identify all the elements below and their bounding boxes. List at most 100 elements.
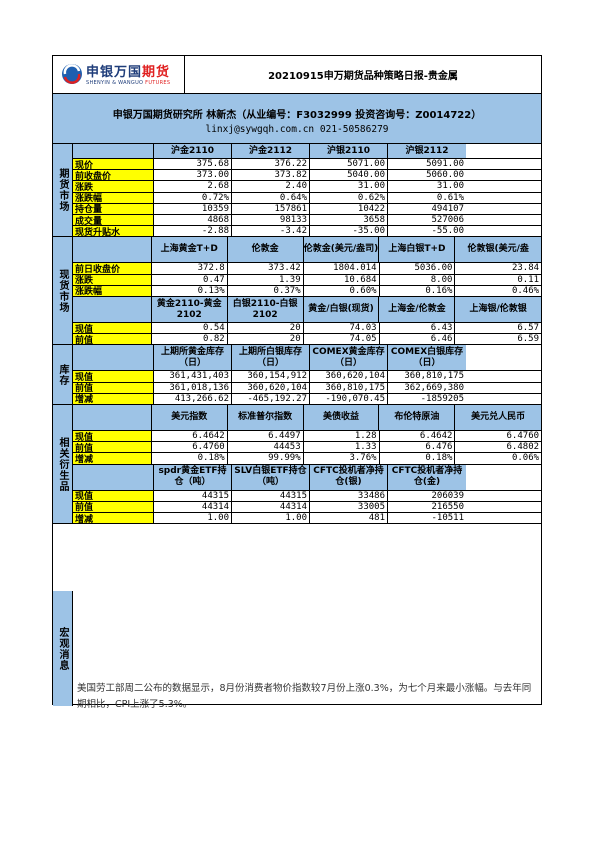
row-label: 现货升贴水 <box>73 226 154 237</box>
column-header: 沪金2110 <box>154 144 232 158</box>
row-label: 现值 <box>73 371 154 382</box>
column-header: 美元兑人民币 <box>455 405 541 430</box>
row-label: 持仓量 <box>73 203 154 214</box>
column-header: 伦敦金(美元/盎司) <box>303 237 380 263</box>
value-cell: 31.00 <box>436 181 464 192</box>
macro-news-text: 美国劳工部周二公布的数据显示，8月份消费者物价指数较7月份上涨0.3%，为七个月… <box>77 683 532 710</box>
column-header: 美债收益 <box>303 405 380 430</box>
row-label: 前值 <box>73 501 154 512</box>
value-cell: 33005 <box>310 501 388 512</box>
value-cell: 10422 <box>310 203 388 214</box>
value-cell: 44315 <box>232 490 310 501</box>
table-row: 现值 6.4642 6.4497 1.28 6.4642 6.4760 <box>73 431 541 443</box>
table-row: 前值 361,018,136 360,620,104 360,810,175 362,6… <box>73 382 541 394</box>
column-header: 美元指数 <box>151 405 228 430</box>
header-blank-cell <box>73 405 152 430</box>
value-cell: 5036.00 <box>380 263 456 274</box>
value-cell: 360,620,104 <box>232 382 310 393</box>
value-cell: 372.8 <box>152 263 228 274</box>
value-cell: -465,192.27 <box>232 393 310 404</box>
value-cell: 20 <box>228 323 304 334</box>
table-row: 前收盘价 373.00 373.82 5040.00 5060.00 <box>73 170 541 182</box>
value-cell: 6.476 <box>380 442 456 453</box>
section-label-futures: 期货市场 <box>53 144 73 238</box>
row-label: 现值 <box>73 431 152 442</box>
value-cell: 6.4802 <box>506 442 540 453</box>
row-label: 涨跌幅 <box>73 285 152 296</box>
value-cell: 360,620,104 <box>310 371 388 382</box>
table-row: 现货升贴水 -2.88 -3.42 -35.00 -55.00 <box>73 226 541 238</box>
column-header: 上海银/伦敦银 <box>455 297 541 322</box>
value-cell: 0.11 <box>517 274 540 285</box>
value-cell: 5071.00 <box>310 159 388 170</box>
logo-en-text: SHENYIN & WANGUO FUTURES <box>86 80 171 86</box>
value-cell: 373.42 <box>228 263 304 274</box>
value-cell: 6.4760 <box>152 442 228 453</box>
value-cell: -35.00 <box>310 226 388 237</box>
logo-mark-icon <box>62 64 82 84</box>
value-cell: 6.4642 <box>380 431 456 442</box>
value-cell: 10.684 <box>304 274 380 285</box>
table-row: 现值 0.54 20 74.03 6.43 6.57 <box>73 323 541 335</box>
value-cell: 376.22 <box>232 159 310 170</box>
row-label: 涨跌 <box>73 181 154 192</box>
value-cell: 481 <box>310 513 388 524</box>
value-cell: -3.42 <box>232 226 310 237</box>
column-header: 黄金2110-黄金2102 <box>151 297 228 322</box>
value-cell: 0.18% <box>152 453 228 464</box>
row-label: 前收盘价 <box>73 170 154 181</box>
value-cell: 74.03 <box>304 323 380 334</box>
row-label: 前日收盘价 <box>73 263 152 274</box>
value-cell: 360,810,175 <box>404 371 464 382</box>
value-cell: -55.00 <box>431 226 464 237</box>
value-cell: 2.40 <box>232 181 310 192</box>
value-cell: 44453 <box>228 442 304 453</box>
value-cell: 44314 <box>232 501 310 512</box>
value-cell: 1.39 <box>228 274 304 285</box>
value-cell: 0.62% <box>310 192 388 203</box>
value-cell: 373.82 <box>232 170 310 181</box>
value-cell: 0.46% <box>511 285 540 296</box>
value-cell: 3658 <box>310 215 388 226</box>
value-cell: 6.43 <box>380 323 456 334</box>
value-cell: 0.60% <box>304 285 380 296</box>
table-header-row: 上期所黄金库存（日） 上期所白银库存（日） COMEX黄金库存（日） COMEX白银库… <box>73 345 541 372</box>
table-row: 前值 0.82 20 74.05 6.46 6.59 <box>73 334 541 346</box>
column-header: 伦敦金 <box>227 237 304 263</box>
value-cell: 20 <box>228 334 304 345</box>
value-cell: -1859205 <box>420 393 464 404</box>
row-label: 成交量 <box>73 215 154 226</box>
table-row: 增减 0.18% 99.99% 3.76% 0.18% 0.06% <box>73 453 541 465</box>
section-label-inventory: 库存 <box>53 345 73 405</box>
table-row: 涨跌幅 0.72% 0.64% 0.62% 0.61% <box>73 192 541 204</box>
value-cell: 0.54 <box>152 323 228 334</box>
column-header: 上期所白银库存（日） <box>232 345 310 371</box>
value-cell: 206039 <box>431 490 464 501</box>
author-line: 申银万国期货研究所 林新杰（从业编号：F3032999 投资咨询号：Z00147… <box>112 110 482 121</box>
column-header: 沪银2112 <box>388 144 466 158</box>
value-cell: 362,669,380 <box>404 382 464 393</box>
row-label: 增减 <box>73 453 152 464</box>
row-label: 现值 <box>73 323 152 334</box>
table-row: 涨跌幅 0.13% 0.37% 0.60% 0.16% 0.46% <box>73 285 541 297</box>
row-label: 现价 <box>73 159 154 170</box>
value-cell: 6.57 <box>517 323 540 334</box>
value-cell: 375.68 <box>154 159 232 170</box>
value-cell: 6.4497 <box>228 431 304 442</box>
value-cell: 31.00 <box>310 181 388 192</box>
value-cell: 6.4642 <box>152 431 228 442</box>
logo-cn-text: 申银万国期货 <box>86 65 171 80</box>
value-cell: 1.00 <box>154 513 232 524</box>
column-header: 上期所黄金库存（日） <box>154 345 232 371</box>
value-cell: 360,154,912 <box>232 371 310 382</box>
value-cell: 0.18% <box>380 453 456 464</box>
table-row: 持仓量 10359 157861 10422 494107 <box>73 203 541 215</box>
column-header: 黄金/白银(现货) <box>303 297 380 322</box>
value-cell: 10359 <box>154 203 232 214</box>
value-cell: 74.05 <box>304 334 380 345</box>
report-frame: 申银万国期货 SHENYIN & WANGUO FUTURES 20210915… <box>52 55 542 710</box>
row-label: 增减 <box>73 513 154 524</box>
section-label-derivatives: 相关衍生品 <box>53 405 73 525</box>
value-cell: 0.82 <box>152 334 228 345</box>
value-cell: -10511 <box>431 513 464 524</box>
